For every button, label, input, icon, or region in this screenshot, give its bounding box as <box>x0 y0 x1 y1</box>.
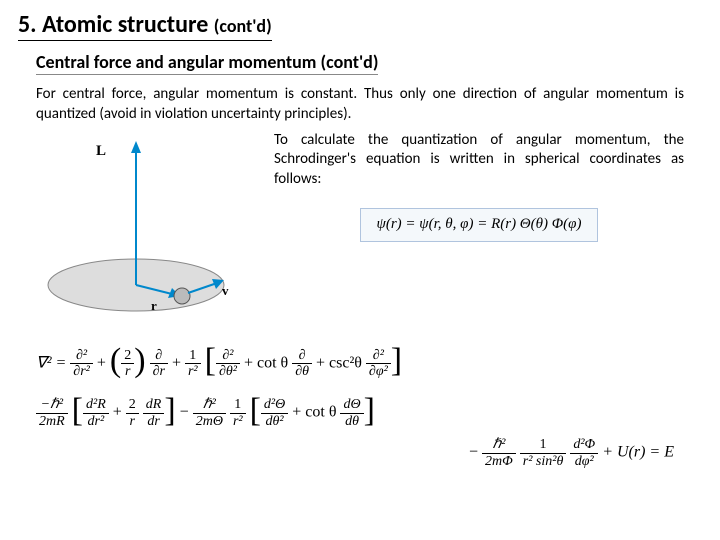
paragraph-2: To calculate the quantization of angular… <box>274 131 684 190</box>
L-label: L <box>96 143 106 159</box>
heading-suffix: (cont'd) <box>214 15 272 37</box>
laplacian-equation: ∇² = ∂²∂r² + (2r) ∂∂r + 1r² [∂²∂θ² + cot… <box>36 348 684 380</box>
diagram-svg: L r v <box>36 135 246 325</box>
heading-title: Atomic structure <box>42 10 208 39</box>
wavefunction-equation: ψ(r) = ψ(r, θ, φ) = R(r) Θ(θ) Φ(φ) <box>360 208 599 242</box>
r-label: r <box>151 298 157 313</box>
right-text-column: To calculate the quantization of angular… <box>274 131 684 330</box>
page-title: 5. Atomic structure (cont'd) <box>18 10 702 47</box>
content-row: L r v To calculate the quantization of a… <box>36 131 684 330</box>
paragraph-1: For central force, angular momentum is c… <box>36 85 684 125</box>
heading-number: 5. <box>18 10 37 39</box>
v-label: v <box>222 283 229 298</box>
subheading: Central force and angular momentum (cont… <box>18 47 702 75</box>
L-arrowhead <box>131 141 141 153</box>
schrodinger-equation: −ℏ²2mR [d²Rdr² + 2r dRdr] − ℏ²2mΘ 1r² [d… <box>36 397 684 469</box>
particle-sphere <box>174 288 190 304</box>
angular-momentum-diagram: L r v <box>36 131 256 330</box>
